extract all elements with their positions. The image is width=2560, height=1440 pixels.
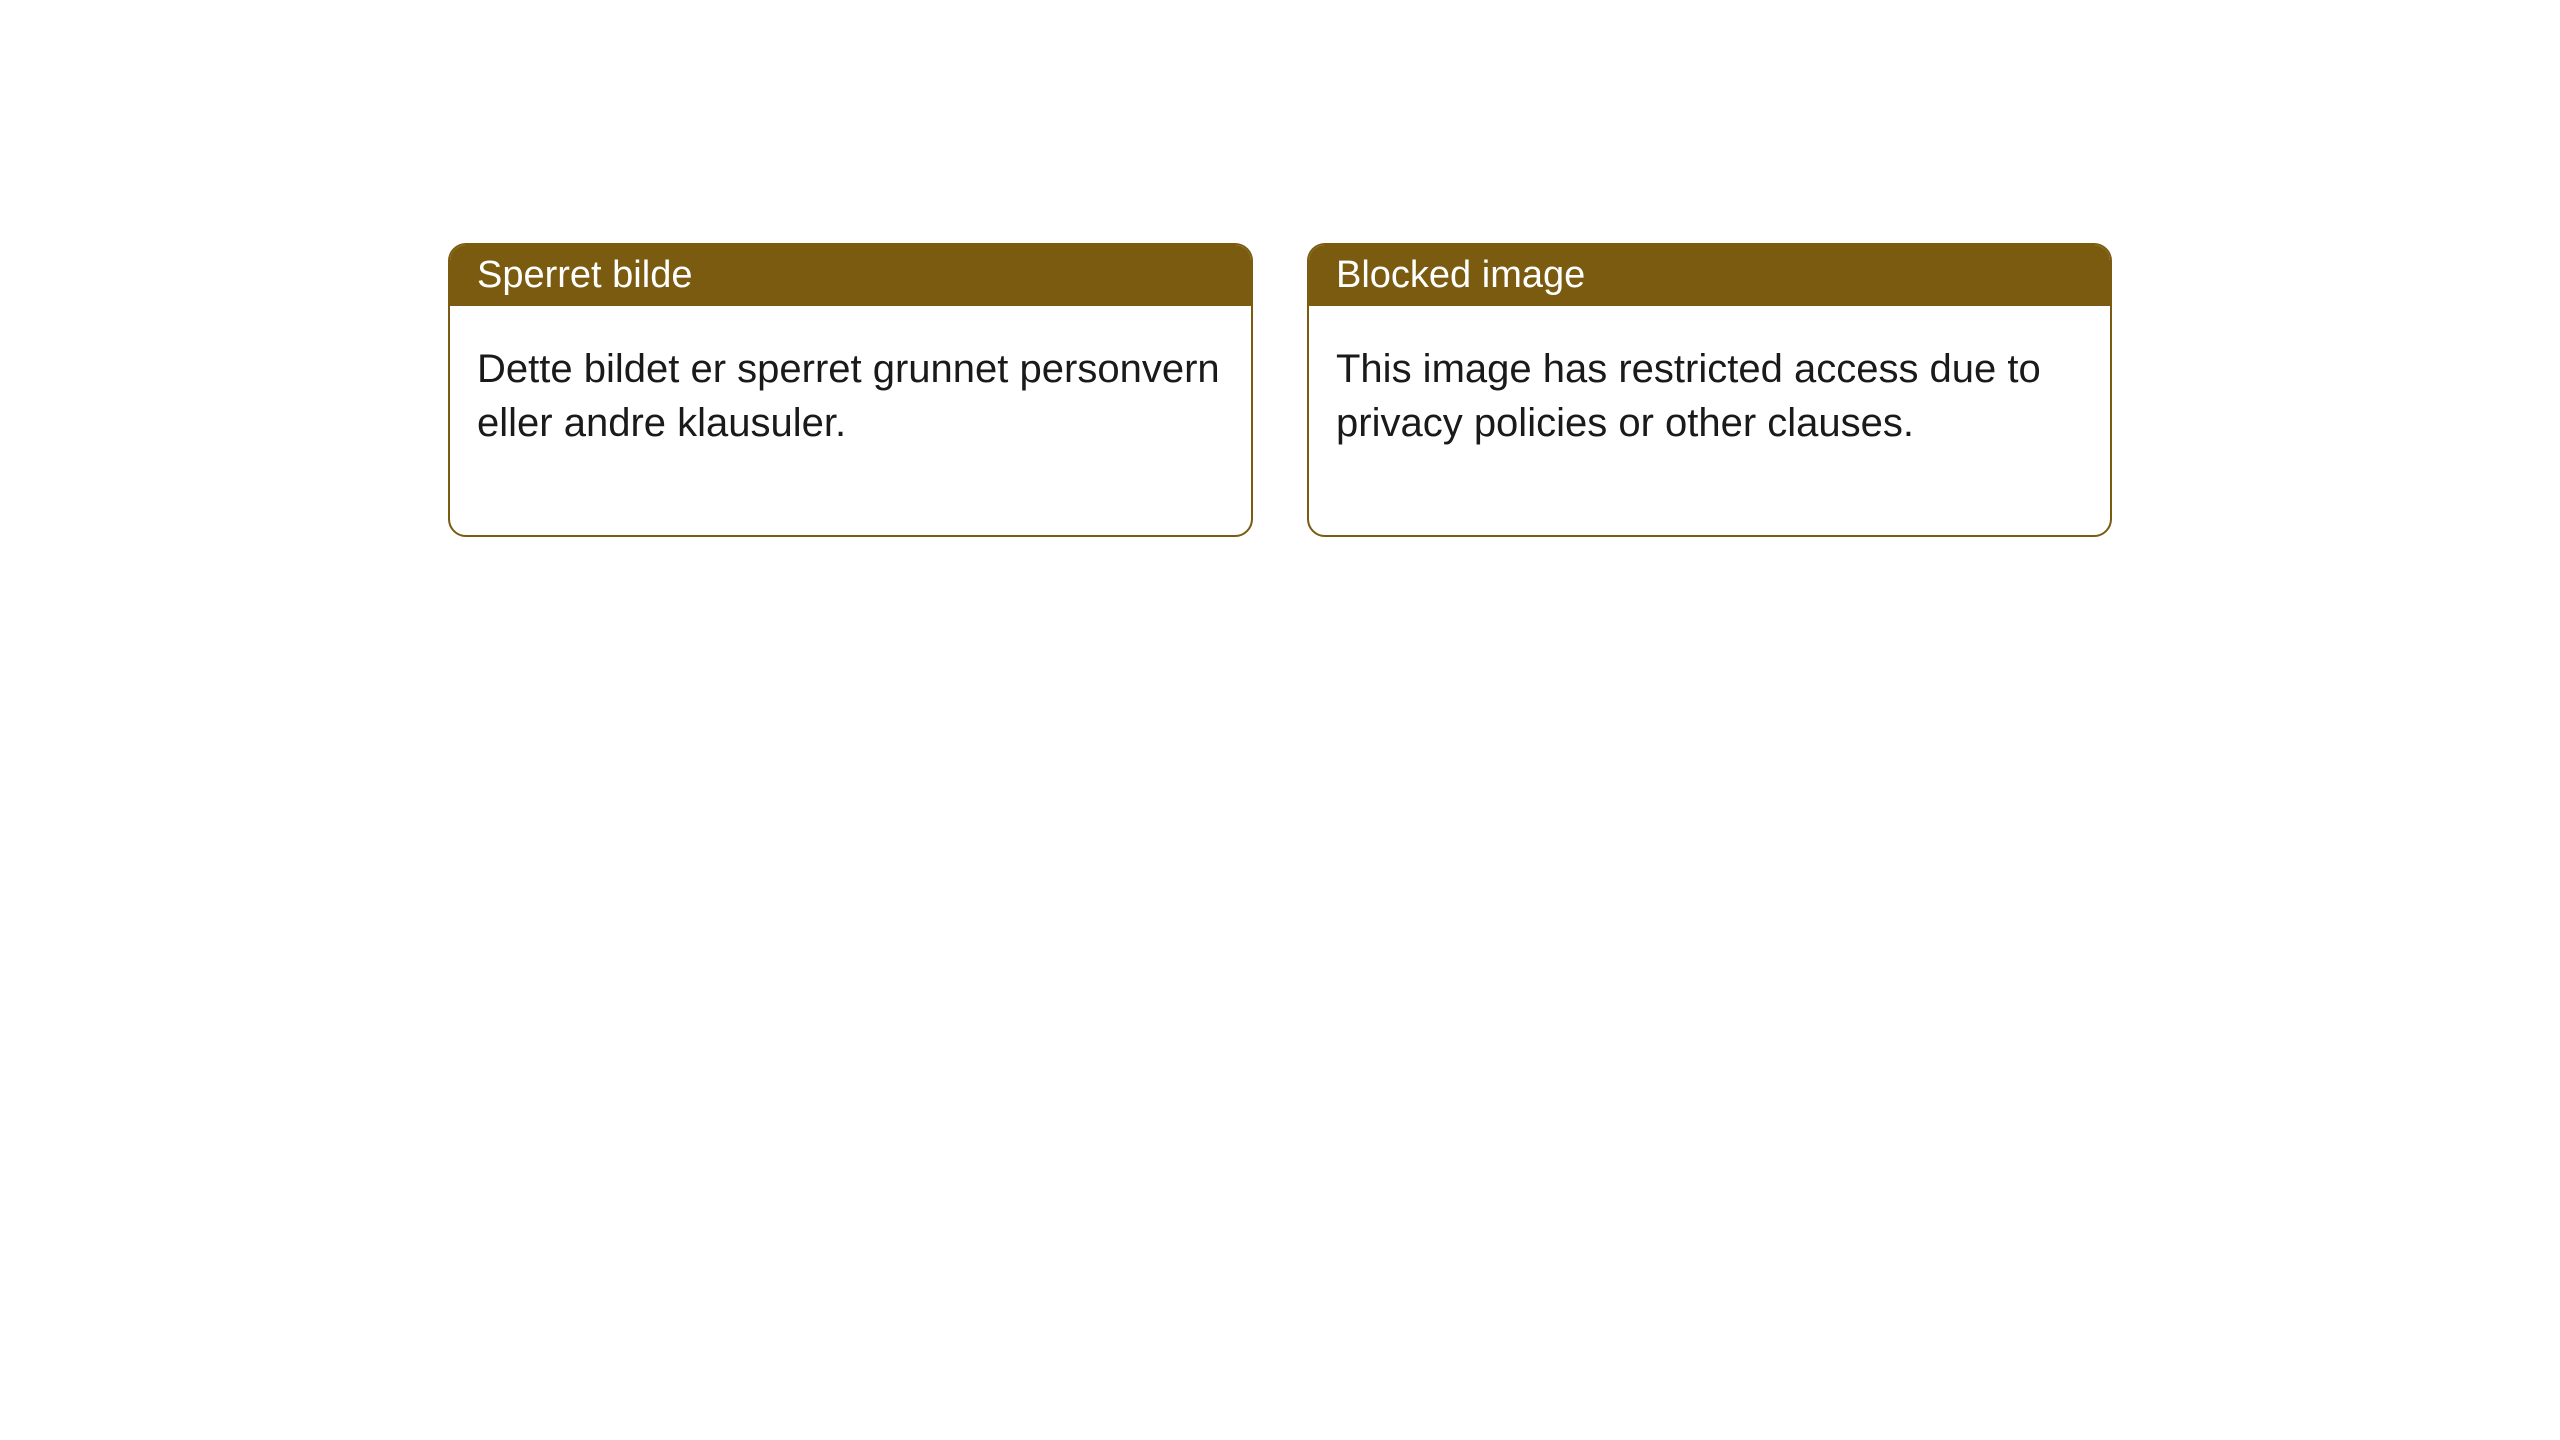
card-body-text: Dette bildet er sperret grunnet personve… [477,347,1220,445]
card-body: Dette bildet er sperret grunnet personve… [450,306,1251,535]
card-header: Sperret bilde [450,245,1251,306]
card-body: This image has restricted access due to … [1309,306,2110,535]
card-body-text: This image has restricted access due to … [1336,347,2041,445]
card-header: Blocked image [1309,245,2110,306]
notice-card-english: Blocked image This image has restricted … [1307,243,2112,537]
notice-card-norwegian: Sperret bilde Dette bildet er sperret gr… [448,243,1253,537]
card-title: Sperret bilde [477,254,692,296]
card-title: Blocked image [1336,254,1585,296]
cards-container: Sperret bilde Dette bildet er sperret gr… [0,0,2560,537]
